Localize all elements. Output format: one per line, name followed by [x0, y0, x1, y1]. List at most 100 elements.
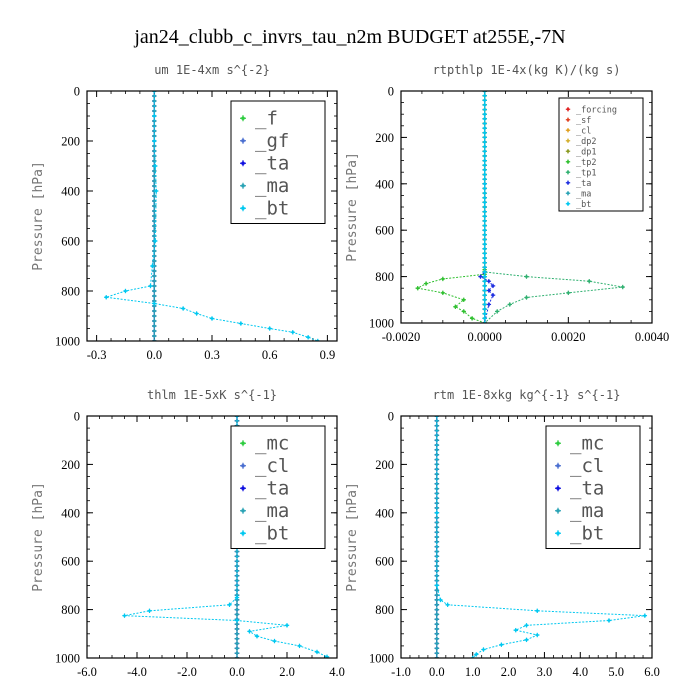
point-marker-dot — [566, 139, 570, 143]
point-marker-dot — [241, 531, 245, 536]
point-marker-dot — [556, 463, 560, 468]
point-marker-dot — [525, 624, 528, 627]
legend-label: _tp2 — [576, 158, 596, 168]
point-marker — [152, 168, 157, 174]
point-marker — [524, 623, 529, 628]
point-marker-dot — [435, 642, 439, 645]
x-tick-label: 3.0 — [537, 665, 553, 679]
point-marker — [154, 188, 159, 194]
point-marker — [152, 138, 157, 144]
point-marker — [234, 595, 240, 600]
y-tick-label: 600 — [61, 235, 80, 249]
point-marker-dot — [621, 285, 625, 289]
point-marker — [482, 116, 487, 122]
point-marker-dot — [556, 486, 560, 491]
point-marker — [434, 621, 440, 627]
point-marker — [152, 301, 157, 306]
point-marker — [434, 607, 440, 612]
point-marker-dot — [483, 238, 486, 241]
legend-box — [230, 425, 326, 549]
y-tick-label: 400 — [375, 177, 394, 191]
point-marker-dot — [152, 219, 156, 223]
point-marker-dot — [325, 655, 329, 658]
point-marker-dot — [416, 286, 420, 290]
point-marker — [461, 297, 466, 302]
point-marker-dot — [487, 279, 491, 283]
series-markers-bt — [434, 416, 648, 658]
point-marker — [524, 295, 529, 300]
point-marker-dot — [152, 134, 156, 138]
point-marker-dot — [495, 310, 499, 313]
point-marker — [524, 637, 529, 643]
point-marker-dot — [435, 613, 439, 616]
y-tick-label: 200 — [375, 131, 394, 145]
point-marker — [482, 316, 487, 321]
point-marker — [482, 186, 487, 191]
point-marker-dot — [483, 228, 486, 232]
point-marker — [415, 286, 420, 291]
point-marker-dot — [152, 334, 156, 338]
point-marker — [284, 623, 290, 628]
point-marker-dot — [483, 196, 486, 200]
legend-label: _dp1 — [576, 147, 596, 157]
point-marker-dot — [152, 114, 156, 118]
point-marker — [152, 323, 157, 329]
plot-frame — [86, 415, 338, 659]
point-marker-dot — [181, 307, 185, 310]
point-marker-dot — [153, 164, 157, 168]
point-marker-dot — [446, 603, 449, 607]
point-marker — [434, 631, 440, 636]
point-marker-dot — [241, 161, 245, 166]
point-marker-dot — [483, 312, 486, 316]
point-marker-dot — [152, 284, 156, 288]
point-marker — [482, 158, 487, 163]
point-marker-dot — [483, 140, 486, 144]
y-tick-label: 1000 — [369, 317, 394, 331]
point-marker-dot — [152, 274, 156, 278]
x-tick-label: 0.0000 — [467, 330, 501, 344]
y-axis-label: Pressure [hPa] — [31, 482, 46, 592]
point-marker-dot — [241, 508, 245, 513]
point-marker-dot — [152, 179, 156, 183]
x-tick-label: 2.0 — [501, 665, 517, 679]
point-marker-dot — [315, 650, 319, 654]
point-marker-dot — [235, 627, 239, 631]
point-marker-dot — [152, 139, 156, 143]
point-marker — [482, 232, 487, 238]
point-marker-dot — [241, 116, 245, 121]
point-marker-dot — [483, 98, 486, 102]
point-marker — [122, 613, 127, 618]
point-marker-dot — [483, 131, 486, 135]
point-marker — [152, 113, 157, 119]
point-marker-dot — [441, 277, 445, 281]
point-marker-dot — [525, 275, 528, 278]
point-marker-dot — [483, 187, 486, 190]
point-marker-dot — [235, 642, 239, 645]
point-marker-dot — [483, 266, 486, 269]
point-marker — [482, 283, 487, 289]
point-marker — [152, 268, 157, 274]
point-marker-dot — [483, 150, 486, 153]
point-marker-dot — [525, 638, 528, 642]
point-marker — [453, 304, 458, 309]
point-marker-dot — [241, 463, 245, 468]
point-marker-dot — [483, 94, 486, 97]
point-marker — [423, 281, 429, 286]
legend-box — [545, 425, 641, 549]
point-marker — [482, 139, 487, 145]
point-marker-dot — [483, 177, 486, 181]
point-marker-dot — [483, 122, 486, 125]
y-tick-label: 0 — [388, 410, 394, 424]
point-marker — [620, 284, 625, 290]
x-tick-label: 0.0020 — [551, 330, 585, 344]
point-marker — [482, 144, 487, 149]
x-tick-label: 0.0 — [229, 665, 245, 679]
point-marker-dot — [483, 201, 486, 204]
point-marker — [482, 255, 487, 261]
series-line-bt — [124, 416, 328, 658]
y-axis-label: Pressure [hPa] — [345, 482, 360, 592]
point-marker-dot — [152, 99, 156, 103]
point-marker-dot — [566, 149, 570, 153]
y-tick-label: 600 — [375, 555, 394, 569]
point-marker-dot — [210, 317, 214, 320]
